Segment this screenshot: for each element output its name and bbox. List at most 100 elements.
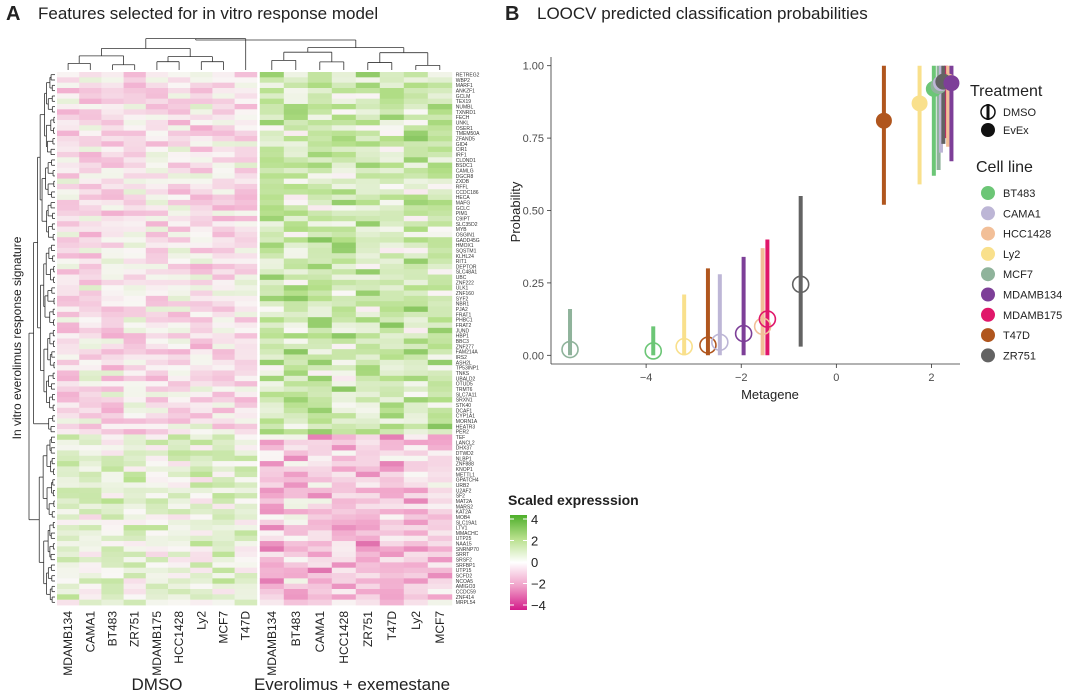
heatmap-cell [57, 589, 80, 595]
heatmap-cell [190, 583, 213, 590]
heatmap-cell [79, 402, 102, 409]
heatmap-cell [379, 205, 405, 211]
heatmap-cell [307, 439, 333, 446]
heatmap-cell [259, 359, 285, 366]
heatmap-cell [79, 546, 102, 553]
gene-label: UTP15 [456, 568, 472, 574]
heatmap-cell [79, 183, 102, 190]
heatmap-cell [403, 189, 429, 195]
heatmap-cell [259, 455, 285, 462]
heatmap-cell [331, 311, 357, 318]
heatmap-cell [145, 114, 169, 121]
heatmap-cell [379, 498, 405, 505]
heatmap-cell [355, 242, 381, 249]
legend-cellline-label: CAMA1 [1003, 208, 1041, 220]
heatmap-cell [101, 343, 124, 350]
gene-label: UNKL [456, 121, 470, 127]
heatmap-cell [283, 365, 309, 371]
heatmap-cell [79, 263, 102, 270]
heatmap-cell [307, 567, 333, 574]
heatmap-cell [145, 183, 169, 190]
heatmap-cell [123, 119, 147, 126]
heatmap-cell [379, 199, 405, 206]
heatmap-cell [427, 226, 453, 233]
gene-label: SRFBP1 [456, 563, 476, 569]
heatmap-cell [190, 567, 213, 574]
heatmap-cell [123, 487, 147, 494]
heatmap-cell [145, 551, 169, 558]
heatmap-cell [168, 386, 191, 393]
heatmap-cell [331, 167, 357, 174]
heatmap-cell [355, 77, 381, 84]
heatmap-cell [145, 109, 169, 116]
heatmap-cell [355, 199, 381, 206]
heatmap-cell [234, 221, 258, 227]
heatmap-cell [190, 498, 213, 505]
heatmap-cell [57, 359, 80, 366]
gene-label: FAM214A [456, 350, 479, 356]
heatmap-cell [427, 493, 453, 499]
heatmap-cell [379, 98, 405, 105]
heatmap-cell [427, 509, 453, 515]
heatmap-cell [331, 391, 357, 398]
heatmap-cell [168, 130, 191, 137]
heatmap-cell [331, 215, 357, 222]
heatmap-cell [57, 247, 80, 254]
heatmap-cell [79, 274, 102, 281]
heatmap-cell [145, 477, 169, 483]
heatmap-cell [307, 541, 333, 547]
heatmap-cell [427, 82, 453, 89]
heatmap-cell [145, 141, 169, 148]
heatmap-cell [145, 306, 169, 313]
heatmap-cell [168, 311, 191, 318]
heatmap-cell [190, 167, 213, 174]
heatmap-cell [79, 439, 102, 446]
legend-treatment-label: DMSO [1003, 107, 1036, 119]
heatmap-cell [355, 290, 381, 297]
heatmap-cell [307, 221, 333, 227]
probability-chart: 0.000.250.500.751.00−4 −2 0 2 [523, 57, 960, 384]
heatmap-cell [79, 194, 102, 201]
heatmap-cell [259, 487, 285, 494]
heatmap-cell [168, 349, 191, 355]
heatmap-cell [283, 359, 309, 366]
heatmap-cell [307, 370, 333, 377]
heatmap-cell [168, 114, 191, 121]
gene-label: MOB4 [456, 515, 470, 521]
gene-label: AMIGO3 [456, 584, 476, 590]
heatmap-cell [190, 189, 213, 195]
heatmap [57, 72, 453, 606]
heatmap-cell [168, 109, 191, 116]
heatmap-cell [101, 98, 124, 105]
heatmap-cell [355, 306, 381, 313]
heatmap-cell [234, 477, 258, 483]
heatmap-cell [212, 578, 235, 585]
heatmap-cell [57, 151, 80, 158]
heatmap-cell [168, 205, 191, 211]
heatmap-cell [168, 509, 191, 515]
heatmap-cell [307, 450, 333, 457]
heatmap-cell [283, 295, 309, 302]
heatmap-cell [379, 173, 405, 179]
heatmap-cell [379, 263, 405, 270]
heatmap-cell [259, 503, 285, 510]
column-label: MDAMB134 [265, 611, 279, 676]
heatmap-cell [307, 242, 333, 249]
heatmap-cell [57, 429, 80, 435]
heatmap-cell [307, 327, 333, 334]
heatmap-cell [234, 423, 258, 430]
heatmap-cell [307, 455, 333, 462]
column-label: Ly2 [194, 611, 208, 630]
heatmap-cell [123, 333, 147, 339]
heatmap-cell [212, 311, 235, 318]
heatmap-cell [283, 455, 309, 462]
heatmap-cell [307, 471, 333, 478]
gene-label: DHX37 [456, 446, 472, 452]
heatmap-cell [379, 327, 405, 334]
heatmap-cell [307, 311, 333, 318]
heatmap-cell [123, 210, 147, 217]
legend-cellline-label: Ly2 [1003, 249, 1020, 261]
heatmap-cell [101, 573, 124, 579]
heatmap-cell [427, 279, 453, 286]
heatmap-cell [379, 125, 405, 132]
